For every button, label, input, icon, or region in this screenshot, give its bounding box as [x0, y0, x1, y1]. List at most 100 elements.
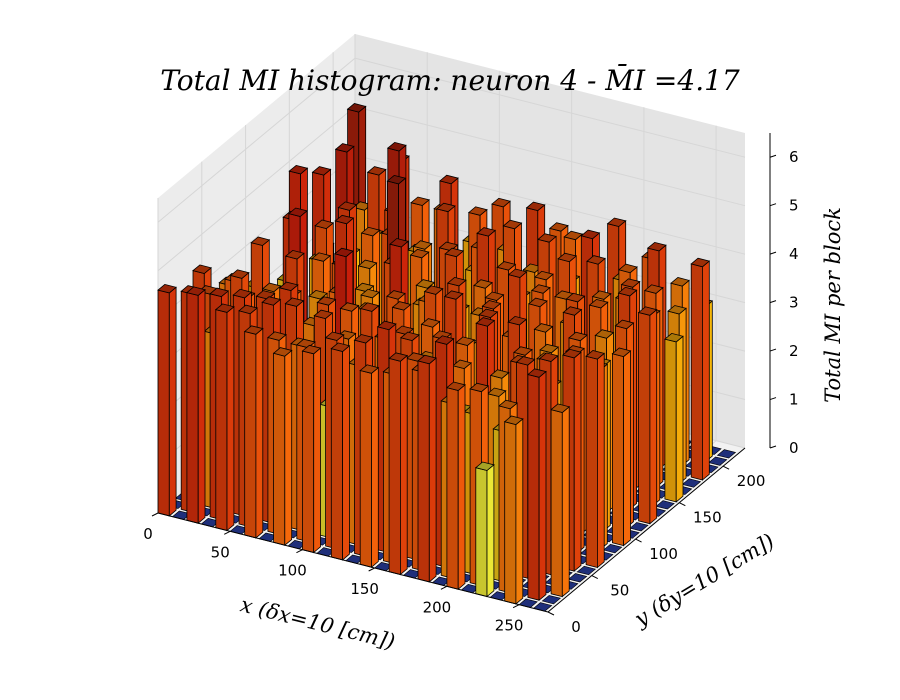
- bar-top-face: [311, 252, 332, 262]
- bar-top-face: [646, 241, 667, 252]
- bar-top-face: [478, 308, 499, 319]
- bar-side-face: [573, 351, 582, 572]
- empty-block: [681, 478, 702, 488]
- bar-top-face: [412, 240, 433, 250]
- bar: [474, 461, 495, 598]
- z-tick-label: 2: [789, 342, 799, 360]
- bar-top-face: [386, 290, 406, 300]
- bar-side-face: [313, 347, 321, 554]
- bar: [611, 347, 632, 547]
- y-tick-label: 100: [649, 545, 678, 563]
- bar-top-face: [481, 300, 502, 310]
- bar-side-face: [515, 418, 524, 605]
- bar-top-face: [238, 304, 258, 315]
- bar-side-face: [561, 405, 570, 598]
- bar-top-face: [538, 352, 559, 362]
- bar-front-face: [186, 292, 199, 524]
- bar-front-face: [550, 409, 563, 598]
- bar-top-face: [157, 283, 177, 294]
- y-tick-label: 150: [693, 509, 722, 527]
- bar-top-face: [386, 141, 407, 152]
- bar-top-face: [489, 369, 510, 379]
- bar-top-face: [588, 298, 609, 309]
- bar-top-face: [423, 285, 444, 295]
- z-tick: [769, 397, 777, 401]
- bar-top-face: [469, 382, 490, 393]
- bar: [301, 344, 322, 554]
- bar-front-face: [690, 263, 703, 481]
- y-tick: [635, 538, 642, 543]
- bar-front-face: [417, 360, 430, 583]
- x-tick: [151, 512, 159, 517]
- y-tick: [679, 502, 686, 507]
- bar-top-face: [357, 259, 378, 270]
- empty-block: [576, 565, 597, 576]
- bar-top-face: [435, 202, 456, 213]
- bar-top-face: [565, 292, 586, 303]
- bar-front-face: [446, 387, 459, 590]
- bar-top-face: [209, 287, 230, 298]
- bar-top-face: [455, 336, 476, 346]
- bar-top-face: [643, 284, 664, 294]
- bar-top-face: [400, 331, 420, 342]
- z-tick: [769, 203, 777, 207]
- y-tick-label: 0: [571, 618, 581, 636]
- bar-side-face: [538, 370, 547, 602]
- bar-side-face: [457, 383, 466, 591]
- empty-block: [655, 500, 675, 510]
- bar-top-face: [267, 331, 287, 341]
- bar-top-face: [557, 252, 578, 263]
- x-tick-label: 100: [278, 562, 307, 580]
- bar-front-face: [359, 369, 372, 568]
- bar-side-face: [702, 260, 710, 481]
- bar-top-face: [391, 301, 412, 311]
- bar-front-face: [273, 352, 286, 546]
- bar-top-face: [534, 270, 554, 281]
- bar-top-face: [486, 387, 507, 397]
- empty-block: [708, 456, 728, 466]
- bar-top-face: [388, 352, 409, 362]
- bar-top-face: [664, 332, 684, 343]
- bar-top-face: [288, 207, 308, 217]
- bar-top-face: [527, 368, 547, 378]
- bar-top-face: [243, 325, 264, 335]
- bar-side-face: [428, 357, 437, 583]
- bar-top-face: [261, 296, 282, 306]
- bar-top-face: [498, 399, 518, 410]
- bar-top-face: [308, 289, 328, 300]
- chart-title: Total MI histogram: neuron 4 - M̄I =4.17: [160, 63, 740, 97]
- bar-top-face: [474, 461, 495, 471]
- bar-top-face: [192, 264, 212, 274]
- z-tick-label: 6: [789, 148, 799, 166]
- z-tick: [769, 300, 777, 304]
- bar-top-face: [550, 403, 571, 413]
- bar-top-face: [585, 350, 606, 360]
- z-tick: [769, 154, 777, 158]
- bar-top-face: [339, 302, 360, 312]
- bar-side-face: [649, 308, 658, 525]
- bar-side-face: [675, 335, 684, 503]
- bar: [272, 347, 293, 547]
- x-tick-label: 150: [350, 580, 379, 598]
- bar-top-face: [434, 335, 455, 345]
- bar-top-face: [214, 303, 235, 313]
- bar-top-face: [484, 291, 505, 301]
- bar-top-face: [496, 261, 517, 271]
- bar-top-face: [261, 282, 282, 293]
- x-tick-label: 250: [495, 617, 524, 635]
- bar-side-face: [197, 288, 206, 525]
- bar-top-face: [360, 226, 381, 237]
- bar-top-face: [284, 297, 305, 307]
- bar-top-face: [417, 354, 437, 365]
- x-tick: [223, 530, 231, 535]
- bar-top-face: [502, 219, 523, 230]
- bar-top-face: [446, 381, 466, 391]
- bar-front-face: [664, 338, 677, 503]
- bar: [527, 368, 547, 602]
- bar-top-face: [272, 347, 293, 357]
- y-axis-line: [547, 447, 746, 613]
- bar-top-face: [386, 174, 407, 185]
- bar-side-face: [284, 349, 293, 547]
- bar-top-face: [324, 331, 345, 341]
- bar-top-face: [278, 281, 299, 292]
